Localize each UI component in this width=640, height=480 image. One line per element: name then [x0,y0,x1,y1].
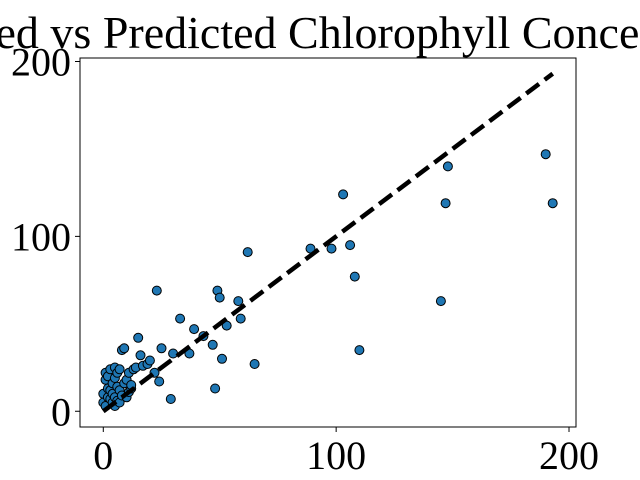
data-point [135,350,146,361]
x-tick-label: 200 [539,433,599,478]
data-point [217,353,227,364]
y-tick-label: 200 [11,39,71,84]
data-point [540,149,551,160]
y-tick-label: 0 [51,389,71,434]
data-point [326,243,337,254]
data-point [547,198,558,209]
data-point [207,339,218,350]
chart-title: Measured vs Predicted Chlorophyll Concen… [0,7,640,58]
data-point [354,345,365,356]
data-point [249,359,260,369]
axis-ticks: 0 100 200 0 100 200 [11,39,599,478]
data-point [168,348,179,359]
data-point [133,332,144,343]
y-tick-label: 100 [11,214,71,259]
data-point [338,189,349,200]
data-point [242,247,253,258]
data-points [98,149,558,411]
data-point [114,364,125,375]
data-point [151,285,162,296]
data-point [156,343,167,354]
data-point [440,198,451,209]
data-point [442,161,453,172]
data-point [165,394,176,404]
data-point [349,271,360,282]
x-tick-label: 100 [306,433,366,478]
data-point [210,383,221,394]
data-point [435,296,446,307]
data-point [233,296,244,307]
reference-line [101,71,555,414]
data-point [189,324,200,335]
data-point [214,292,225,303]
x-tick-label: 0 [93,433,113,478]
data-point [345,240,356,251]
data-point [144,355,155,366]
data-point [119,343,130,354]
plot-area-frame [79,57,577,428]
data-point [235,313,246,324]
data-point [154,376,165,387]
data-point [175,313,186,324]
